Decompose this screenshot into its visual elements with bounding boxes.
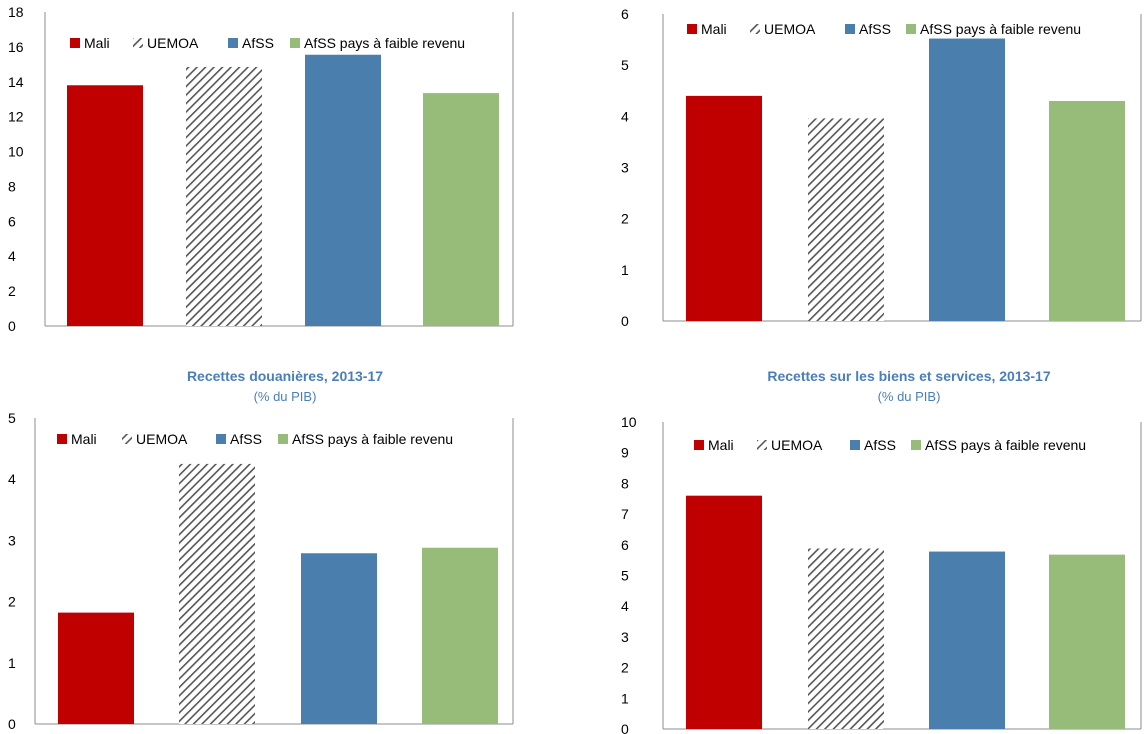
legend-swatch (290, 38, 300, 48)
chart-3: 0 1 2 3 4 5 Mali UEMOA AfSS AfSS pays à faible re… (8, 410, 514, 732)
y-tick-label: 6 (621, 537, 629, 553)
legend-label: Mali (84, 35, 110, 51)
y-tick-label: 0 (621, 721, 629, 734)
bar-afss (929, 38, 1005, 322)
bar-uemoa (179, 463, 255, 724)
y-tick-label: 1 (621, 690, 629, 706)
bar-afss (305, 54, 381, 326)
bar-uemoa (808, 548, 884, 729)
legend-swatch (70, 38, 80, 48)
legend-swatch (133, 38, 143, 48)
y-tick-label: 4 (621, 598, 629, 614)
legend: Mali UEMOA AfSS AfSS pays à faible revenu (687, 21, 1081, 37)
legend: Mali UEMOA AfSS AfSS pays à faible revenu (694, 437, 1086, 453)
y-tick-label: 4 (621, 108, 629, 124)
bar-uemoa (808, 118, 884, 321)
legend-label: AfSS (859, 21, 891, 37)
bar-mali (686, 95, 762, 321)
legend-swatch (694, 440, 704, 450)
y-tick-label: 2 (8, 594, 16, 610)
y-tick-label: 5 (621, 568, 629, 584)
legend-label: Mali (71, 431, 97, 447)
legend-label: UEMOA (764, 21, 816, 37)
y-tick-label: 16 (8, 39, 24, 55)
legend: Mali UEMOA AfSS AfSS pays à faible revenu (70, 35, 465, 51)
y-tick-label: 0 (8, 318, 16, 334)
legend-swatch (845, 24, 855, 34)
chart-2: 0 1 2 3 4 5 6 Mali UEMOA AfSS AfSS pays à faible r… (621, 6, 1142, 329)
legend-label: AfSS pays à faible revenu (304, 35, 465, 51)
bar-afss-pays-faible-revenu (1049, 100, 1125, 321)
bar-afss-pays-faible-revenu (423, 93, 499, 326)
chart-1: 0 2 4 6 8 10 12 14 16 18 Mali UEMOA AfSS AfSS pays à … (8, 4, 514, 334)
y-tick-label: 0 (8, 716, 16, 732)
y-tick-label: 12 (8, 109, 24, 125)
legend-swatch (750, 24, 760, 34)
legend-swatch (906, 24, 916, 34)
bar-afss-pays-faible-revenu (422, 547, 498, 724)
y-tick-label: 10 (621, 414, 637, 430)
y-tick-label: 2 (8, 283, 16, 299)
y-tick-label: 3 (8, 532, 16, 548)
y-tick-label: 2 (621, 660, 629, 676)
bar-afss (301, 553, 377, 724)
y-tick-label: 14 (8, 74, 24, 90)
legend-label: Mali (708, 437, 734, 453)
y-tick-label: 18 (8, 4, 24, 20)
legend-label: AfSS pays à faible revenu (292, 431, 453, 447)
y-tick-label: 6 (8, 213, 16, 229)
y-tick-label: 10 (8, 144, 24, 160)
legend-label: AfSS pays à faible revenu (920, 21, 1081, 37)
bar-afss-pays-faible-revenu (1049, 554, 1125, 729)
y-tick-label: 7 (621, 506, 629, 522)
chart-4-subtitle: (% du PIB) (878, 389, 941, 404)
legend-label: AfSS (230, 431, 262, 447)
y-tick-label: 3 (621, 629, 629, 645)
y-tick-label: 5 (8, 410, 16, 426)
legend-label: AfSS pays à faible revenu (925, 437, 1086, 453)
y-tick-label: 4 (8, 248, 16, 264)
legend-swatch (228, 38, 238, 48)
legend-swatch (57, 434, 67, 444)
y-tick-label: 1 (8, 655, 16, 671)
chart-4-title: Recettes sur les biens et services, 2013… (767, 368, 1051, 384)
chart-3-subtitle: (% du PIB) (254, 389, 317, 404)
y-tick-label: 0 (621, 313, 629, 329)
y-tick-label: 2 (621, 211, 629, 227)
legend-swatch (278, 434, 288, 444)
legend-swatch (216, 434, 226, 444)
legend-label: UEMOA (147, 35, 199, 51)
bar-mali (58, 612, 134, 724)
y-tick-label: 6 (621, 6, 629, 22)
legend-swatch (850, 440, 860, 450)
y-tick-label: 4 (8, 471, 16, 487)
legend-label: Mali (701, 21, 727, 37)
bar-uemoa (186, 66, 262, 326)
chart-3-title: Recettes douanières, 2013-17 (187, 368, 383, 384)
legend-swatch (911, 440, 921, 450)
legend: Mali UEMOA AfSS AfSS pays à faible revenu (57, 431, 453, 447)
y-tick-label: 8 (621, 475, 629, 491)
legend-label: AfSS (242, 35, 274, 51)
y-tick-label: 8 (8, 178, 16, 194)
bar-afss (929, 551, 1005, 729)
y-tick-label: 3 (621, 160, 629, 176)
chart-4: 0 1 2 3 4 5 6 7 8 9 10 Mali UEMOA AfSS AfSS pays à fai… (621, 414, 1142, 734)
legend-swatch (687, 24, 697, 34)
legend-label: UEMOA (136, 431, 188, 447)
y-tick-label: 9 (621, 445, 629, 461)
legend-swatch (757, 440, 767, 450)
y-tick-label: 1 (621, 262, 629, 278)
y-tick-label: 5 (621, 57, 629, 73)
bar-mali (67, 85, 143, 327)
legend-swatch (122, 434, 132, 444)
bar-mali (686, 495, 762, 729)
legend-label: UEMOA (771, 437, 823, 453)
legend-label: AfSS (864, 437, 896, 453)
